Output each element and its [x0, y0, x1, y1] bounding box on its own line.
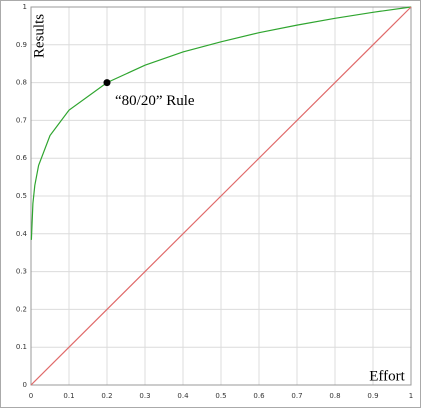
annotation-point: [103, 79, 111, 87]
plot-border: [30, 6, 412, 386]
x-tick-label: 0.5: [215, 392, 226, 400]
y-tick-label: 0.6: [16, 154, 28, 162]
y-tick-label: 0.8: [16, 79, 27, 87]
line: [30, 6, 412, 386]
x-tick-label: 0.1: [63, 392, 74, 400]
x-tick-label: 0.9: [367, 392, 378, 400]
annotation-label: “80/20” Rule: [115, 93, 195, 109]
x-tick-label: 0.2: [101, 392, 112, 400]
x-tick-label: 0: [29, 392, 33, 400]
x-tick-label: 0.6: [253, 392, 265, 400]
y-tick-label: 0: [23, 381, 27, 389]
y-tick-label: 0.4: [16, 230, 28, 238]
y-tick-label: 0.5: [16, 192, 27, 200]
x-tick-label: 0.4: [177, 392, 189, 400]
x-tick-label: 0.7: [291, 392, 302, 400]
x-tick-label: 1: [409, 392, 413, 400]
line: [30, 6, 412, 240]
y-tick-label: 0.3: [16, 268, 27, 276]
y-tick-label: 1: [23, 3, 27, 11]
y-tick-label: 0.2: [16, 305, 27, 313]
y-tick-label: 0.7: [16, 116, 27, 124]
y-tick-label: 0.9: [16, 41, 27, 49]
y-axis-label: Results: [31, 14, 47, 58]
x-tick-label: 0.8: [329, 392, 340, 400]
x-tick-label: 0.3: [139, 392, 150, 400]
y-tick-label: 0.1: [16, 343, 27, 351]
x-axis-label: Effort: [369, 368, 405, 384]
